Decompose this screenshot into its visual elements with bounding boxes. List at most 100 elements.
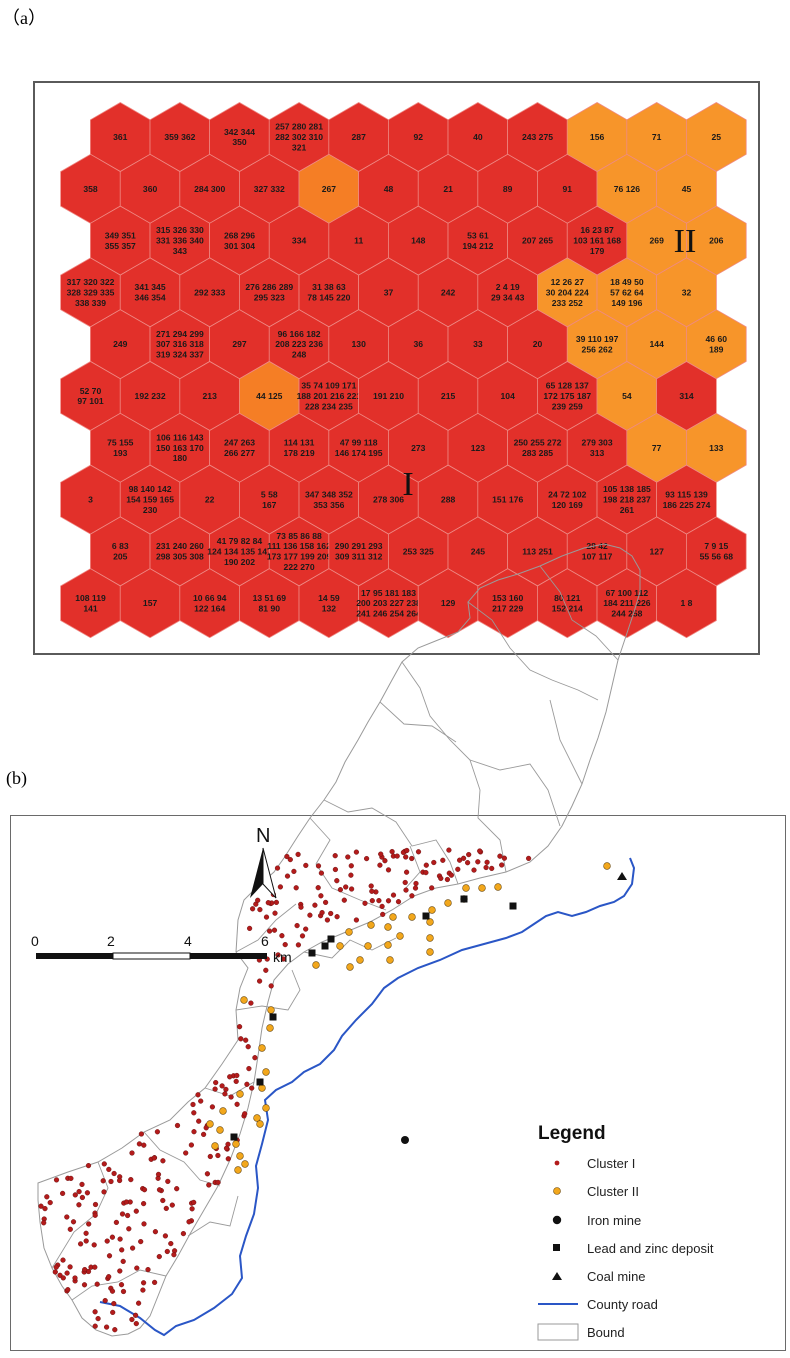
cluster1-point — [42, 1205, 48, 1212]
cluster1-point — [265, 900, 271, 906]
som-hex-label: 17 95 181 183 — [361, 588, 416, 598]
som-hex-label: 346 354 — [135, 293, 166, 303]
cluster1-point — [123, 1199, 130, 1205]
cluster1-point — [243, 1037, 249, 1043]
som-hex-label: 103 161 168 — [573, 236, 621, 246]
cluster1-point — [198, 1098, 204, 1104]
cluster1-point — [255, 897, 261, 903]
cluster1-point — [295, 942, 302, 948]
cluster2-point — [241, 1160, 249, 1168]
cluster1-point — [138, 1131, 145, 1137]
som-hex-label: 297 — [232, 339, 247, 349]
cluster2-point — [426, 934, 434, 942]
som-hex-label: 98 140 142 — [129, 484, 172, 494]
cluster1-point — [423, 862, 429, 868]
som-hex-label: 184 211 226 — [603, 598, 651, 608]
lead-zinc-deposit-icon — [509, 902, 517, 910]
cluster1-point — [174, 1122, 181, 1129]
cluster1-point — [215, 1152, 221, 1159]
cluster2-point — [236, 1152, 244, 1160]
cluster1-point — [328, 910, 334, 917]
som-hex-label: 188 201 216 221 — [297, 391, 362, 401]
cluster1-point — [413, 880, 419, 887]
som-hex-label: 247 263 — [224, 438, 255, 448]
cluster1-point — [280, 956, 287, 962]
cluster1-point — [120, 1258, 126, 1265]
cluster1-point — [315, 885, 321, 891]
cluster1-point — [525, 855, 532, 862]
panel-a-label: （a） — [2, 8, 46, 28]
som-hex-label: 307 316 318 — [156, 339, 204, 349]
scale-bar: 0 2 4 6 km — [31, 933, 292, 965]
som-hex-label: 11 — [354, 236, 363, 246]
cluster1-point — [117, 1268, 123, 1274]
cluster1-point — [497, 853, 503, 859]
cluster1-point — [429, 885, 435, 891]
som-hex-label: 191 210 — [373, 391, 404, 401]
som-hex-label: 257 280 281 — [275, 122, 323, 132]
som-hex-label: 44 125 — [256, 391, 283, 401]
cluster1-point — [72, 1192, 78, 1198]
cluster1-point — [475, 859, 481, 865]
som-hex-label: 48 — [384, 184, 394, 194]
panel-b-label: (b) — [6, 768, 27, 788]
som-hex-label: 77 — [652, 443, 662, 453]
cluster1-point — [106, 1274, 112, 1280]
cluster1-point — [348, 872, 354, 878]
cluster1-point — [68, 1175, 74, 1182]
lead-zinc-deposit-icon — [230, 1133, 238, 1141]
som-hex-label: 129 — [441, 598, 456, 608]
cluster1-point — [145, 1266, 151, 1273]
cluster1-point — [234, 1101, 240, 1107]
cluster1-point — [215, 1179, 221, 1186]
cluster1-point — [76, 1202, 82, 1208]
cluster1-point — [466, 851, 472, 858]
som-hex-label: 97 101 — [77, 396, 104, 406]
cluster2-point — [267, 1006, 275, 1014]
cluster1-point — [263, 914, 270, 920]
cluster1-point — [409, 855, 415, 862]
cluster1-point — [44, 1194, 50, 1200]
som-hex-label: 205 — [113, 552, 128, 562]
lead-zinc-deposit-icon — [422, 912, 430, 920]
som-hex-label: 295 323 — [254, 293, 285, 303]
som-hex-label: 123 — [471, 443, 486, 453]
cluster1-point — [299, 933, 306, 939]
som-hex-label: 334 — [292, 236, 307, 246]
cluster1-point — [109, 1234, 116, 1240]
cluster1-point — [83, 1238, 89, 1244]
som-hex-label: 104 — [501, 391, 516, 401]
som-hex-label: 105 138 185 — [603, 484, 651, 494]
som-hex-label: 253 325 — [403, 546, 434, 556]
cluster1-point — [409, 893, 415, 899]
som-hex-label: 92 — [414, 132, 424, 142]
som-hex-label: 36 — [414, 339, 424, 349]
som-hex-label: 10 66 94 — [193, 593, 227, 603]
som-hex-label: 52 70 — [80, 386, 102, 396]
som-hex-label: 244 258 — [611, 609, 642, 619]
som-hex-label: 80 121 — [554, 593, 581, 603]
som-hex-label: 114 131 — [284, 438, 315, 448]
som-hex-label: 215 — [441, 391, 456, 401]
cluster1-point — [67, 1226, 73, 1232]
cluster1-point — [160, 1158, 166, 1164]
cluster1-point — [263, 967, 269, 973]
cluster2-point — [367, 921, 375, 929]
som-hex-label: 287 — [352, 132, 367, 142]
cluster1-point — [294, 922, 300, 929]
cluster1-point — [119, 1211, 126, 1217]
cluster1-point — [295, 851, 301, 858]
cluster1-point — [102, 1297, 108, 1304]
som-hex-label: 256 262 — [582, 344, 613, 354]
cluster2-point — [444, 899, 452, 907]
cluster1-point — [404, 869, 410, 875]
cluster2-point — [258, 1084, 266, 1092]
som-hex-label: 29 34 43 — [491, 293, 525, 303]
som-hex-label: 267 — [322, 184, 337, 194]
som-hex-label: 217 229 — [492, 603, 523, 613]
cluster1-point — [64, 1214, 70, 1220]
som-hex-label: 93 115 139 — [665, 489, 708, 499]
cluster2-point — [262, 1068, 270, 1076]
som-hex-label: 146 174 195 — [335, 448, 383, 458]
sample-points — [38, 847, 611, 1333]
